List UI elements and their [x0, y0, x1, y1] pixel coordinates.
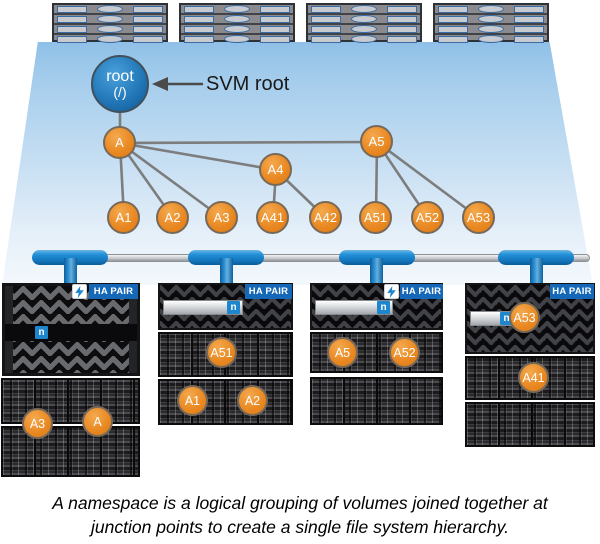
- server-rack: [306, 3, 422, 43]
- rack-row: [308, 5, 420, 15]
- server-rack: [179, 3, 295, 43]
- disk-shelf: [465, 402, 595, 447]
- rack-row: [308, 15, 420, 25]
- disk-shelf: [1, 426, 140, 477]
- interconnect-drop: [220, 258, 233, 287]
- tree-node-a51: A51: [359, 201, 392, 234]
- rack-row: [435, 35, 547, 43]
- rack-drive-oval: [478, 25, 504, 33]
- rack-drive-oval: [351, 15, 377, 23]
- tree-node-a53: A53: [462, 201, 495, 234]
- flash-icon: [72, 284, 87, 299]
- rack-drive-oval: [224, 35, 250, 43]
- controller-faceplate: n: [163, 300, 243, 315]
- tree-node-a42: A42: [309, 201, 342, 234]
- server-rack: [433, 3, 549, 43]
- interconnect-segment: [32, 250, 108, 265]
- rack-drive-oval: [97, 35, 123, 43]
- tree-node-a4: A4: [259, 153, 292, 186]
- rack-drive-oval: [478, 5, 504, 13]
- disk-shelf: [1, 378, 140, 424]
- interconnect-drop: [530, 258, 543, 287]
- rack-drive-oval: [224, 15, 250, 23]
- rack-row: [181, 25, 293, 35]
- interconnect-segment: [339, 250, 415, 265]
- rack-row: [435, 15, 547, 25]
- disk-shelf: [158, 379, 293, 425]
- rack-drive-oval: [351, 25, 377, 33]
- ha-pair-badge-2: HA PAIR: [245, 284, 292, 299]
- interconnect-drop: [64, 258, 77, 287]
- controller-faceplate: n: [315, 300, 393, 315]
- figure-caption-text: A namespace is a logical grouping of vol…: [52, 493, 548, 537]
- rack-row: [181, 35, 293, 43]
- rack-drive-oval: [351, 5, 377, 13]
- rack-drive-oval: [224, 5, 250, 13]
- rack-drive-oval: [97, 15, 123, 23]
- rack-row: [54, 25, 166, 35]
- disk-shelf: [310, 377, 443, 425]
- rack-row: [181, 5, 293, 15]
- ha-pair-badge-1: HA PAIR: [89, 284, 138, 299]
- tree-node-a2: A2: [156, 201, 189, 234]
- rack-row: [435, 25, 547, 35]
- controller-faceplate: n: [5, 324, 137, 341]
- volume-a3-badge: A3: [22, 408, 53, 439]
- netapp-logo-icon: n: [35, 326, 48, 339]
- netapp-logo-icon: n: [377, 301, 390, 314]
- ha-pair-badge-3: HA PAIR: [400, 284, 443, 299]
- tree-node-a: A: [103, 126, 136, 159]
- rack-row: [181, 15, 293, 25]
- volume-a2-badge: A2: [237, 385, 268, 416]
- rack-row: [54, 15, 166, 25]
- volume-a5-badge: A5: [327, 337, 358, 368]
- interconnect-segment: [498, 250, 574, 265]
- volume-a41-badge: A41: [518, 362, 549, 393]
- volume-a1-badge: A1: [177, 385, 208, 416]
- tree-node-a3: A3: [205, 201, 238, 234]
- tree-node-a1: A1: [107, 201, 140, 234]
- rack-drive-oval: [478, 35, 504, 43]
- rack-drive-oval: [224, 25, 250, 33]
- rack-drive-oval: [97, 5, 123, 13]
- volume-a-badge: A: [82, 406, 113, 437]
- tree-node-a5: A5: [360, 125, 393, 158]
- volume-a51-badge: A51: [206, 337, 237, 368]
- storage-controller-1: n: [2, 283, 140, 376]
- ha-pair-badge-4: HA PAIR: [550, 284, 594, 299]
- flash-icon: [384, 284, 399, 299]
- rack-drive-oval: [351, 35, 377, 43]
- interconnect-segment: [188, 250, 264, 265]
- rack-row: [308, 25, 420, 35]
- rack-row: [308, 35, 420, 43]
- rack-row: [54, 35, 166, 43]
- tree-node-a52: A52: [411, 201, 444, 234]
- namespace-plane: [2, 42, 593, 285]
- server-rack: [52, 3, 168, 43]
- volume-a53-badge: A53: [509, 302, 540, 333]
- volume-a52-badge: A52: [389, 337, 420, 368]
- svm-root-annotation: SVM root: [206, 73, 290, 95]
- rack-drive-oval: [478, 15, 504, 23]
- root-sublabel: (/): [113, 84, 127, 101]
- root-label: root: [106, 67, 134, 85]
- tree-node-a41: A41: [256, 201, 289, 234]
- rack-row: [435, 5, 547, 15]
- rack-row: [54, 5, 166, 15]
- interconnect-drop: [370, 258, 383, 287]
- rack-drive-oval: [97, 25, 123, 33]
- netapp-logo-icon: n: [227, 301, 240, 314]
- figure-caption: A namespace is a logical grouping of vol…: [0, 492, 600, 539]
- tree-node-root: root (/): [91, 55, 149, 113]
